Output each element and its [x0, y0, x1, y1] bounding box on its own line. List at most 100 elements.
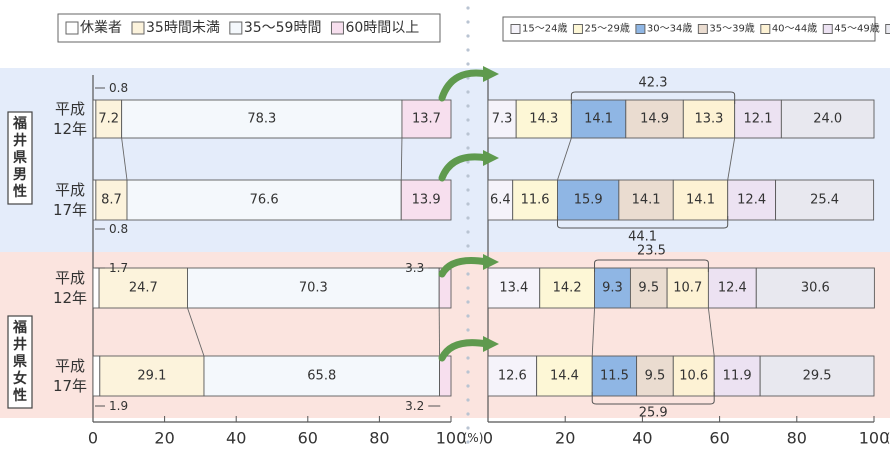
right-bar-label: 12.4: [737, 193, 766, 208]
left-bar-label: 13.9: [412, 193, 441, 208]
row-label-line1: 平成: [55, 269, 85, 287]
right-bar-label: 9.5: [645, 369, 666, 384]
left-bar-segment: [440, 356, 451, 396]
group-label-char: 井: [13, 132, 27, 149]
right-bar-label: 29.5: [803, 369, 832, 384]
divider-dot: [466, 48, 469, 51]
right-legend-swatch: [573, 25, 582, 34]
left-legend-label: 60時間以上: [345, 20, 419, 36]
right-bar-label: 9.3: [602, 281, 623, 296]
left-bar-segment: [93, 356, 100, 396]
divider-dot: [466, 104, 469, 107]
left-bar-label: 7.2: [98, 112, 119, 127]
left-tick-label: 0: [88, 429, 98, 448]
left-bar-label: 8.7: [101, 193, 122, 208]
left-bar-segment: [93, 268, 99, 308]
right-legend-label: 15～24歳: [522, 23, 567, 35]
small-value-label: 1.7: [109, 261, 128, 275]
left-bar-label: 13.7: [412, 112, 441, 127]
divider-dot: [466, 272, 469, 275]
divider-dot: [466, 216, 469, 219]
right-legend-swatch: [511, 25, 520, 34]
row-label-line2: 17年: [53, 377, 87, 395]
left-tick-label: 40: [226, 429, 246, 448]
bracket-label: 42.3: [639, 76, 668, 91]
right-legend-label: 30～34歳: [647, 23, 692, 35]
divider-dot: [466, 300, 469, 303]
right-legend-swatch: [761, 25, 770, 34]
right-legend-label: 35～39歳: [709, 23, 754, 35]
right-bar-label: 11.5: [600, 369, 629, 384]
small-value-label: 3.3: [405, 261, 424, 275]
right-bar-label: 6.4: [490, 193, 511, 208]
left-legend-swatch: [66, 22, 78, 34]
divider-dot: [466, 384, 469, 387]
group-label-char: 県: [13, 150, 27, 166]
right-bar-label: 14.1: [632, 193, 661, 208]
row-label-line1: 平成: [55, 181, 85, 199]
group-label-char: 福: [12, 115, 27, 132]
right-tick-label: 40: [632, 429, 652, 448]
group-label-char: 女: [13, 370, 27, 387]
divider-dot: [466, 188, 469, 191]
right-bar-label: 12.1: [744, 112, 773, 127]
right-legend-label: 45～49歳: [834, 23, 879, 35]
left-tick-label: 80: [369, 429, 389, 448]
left-legend-swatch: [230, 22, 242, 34]
right-bar-label: 14.1: [686, 193, 715, 208]
left-bar-label: 65.8: [307, 369, 336, 384]
divider-dot: [466, 286, 469, 289]
left-legend-label: 休業者: [80, 20, 122, 36]
left-bar-label: 76.6: [250, 193, 279, 208]
right-tick-label: 0: [483, 429, 493, 448]
small-value-label: 0.8: [109, 222, 128, 236]
left-axis-unit: (%): [463, 431, 484, 445]
right-bar-label: 14.4: [550, 369, 579, 384]
right-bar-label: 13.4: [499, 281, 528, 296]
left-bar-label: 78.3: [247, 112, 276, 127]
left-tick-label: 20: [154, 429, 174, 448]
divider-dot: [466, 34, 469, 37]
right-legend-label: 40～44歳: [772, 23, 817, 35]
left-legend-swatch: [331, 22, 343, 34]
group-label-char: 県: [13, 354, 27, 370]
divider-dot: [466, 174, 469, 177]
group-label-char: 井: [13, 336, 27, 353]
group-label-char: 性: [13, 387, 27, 404]
left-tick-label: 60: [298, 429, 318, 448]
row-label-line2: 12年: [53, 289, 87, 307]
right-bar-label: 14.2: [553, 281, 582, 296]
divider-dot: [466, 62, 469, 65]
right-bar-label: 7.3: [492, 112, 513, 127]
divider-dot: [466, 370, 469, 373]
right-bar-label: 11.6: [521, 193, 550, 208]
small-value-label: 0.8: [109, 81, 128, 95]
right-tick-label: 60: [709, 429, 729, 448]
divider-dot: [466, 202, 469, 205]
right-bar-label: 14.3: [529, 112, 558, 127]
divider-dot: [466, 90, 469, 93]
right-bar-label: 10.7: [673, 281, 702, 296]
right-bar-label: 15.9: [574, 193, 603, 208]
divider-dot: [466, 356, 469, 359]
right-bar-label: 14.9: [640, 112, 669, 127]
small-value-label: 1.9: [109, 399, 128, 413]
right-bar-label: 11.9: [723, 369, 752, 384]
left-legend-swatch: [132, 22, 144, 34]
right-bar-label: 9.5: [638, 281, 659, 296]
left-legend-label: 35～59時間: [244, 20, 322, 36]
left-legend-label: 35時間未満: [146, 20, 220, 36]
right-legend-swatch: [636, 25, 645, 34]
divider-dot: [466, 230, 469, 233]
divider-dot: [466, 118, 469, 121]
divider-dot: [466, 20, 469, 23]
group-label-char: 性: [13, 183, 27, 200]
left-bar-label: 29.1: [137, 369, 166, 384]
divider-dot: [466, 426, 469, 429]
row-label-line2: 17年: [53, 201, 87, 219]
row-label-line2: 12年: [53, 120, 87, 138]
right-tick-label: 80: [787, 429, 807, 448]
row-label-line1: 平成: [55, 357, 85, 375]
right-bar-label: 30.6: [801, 281, 830, 296]
